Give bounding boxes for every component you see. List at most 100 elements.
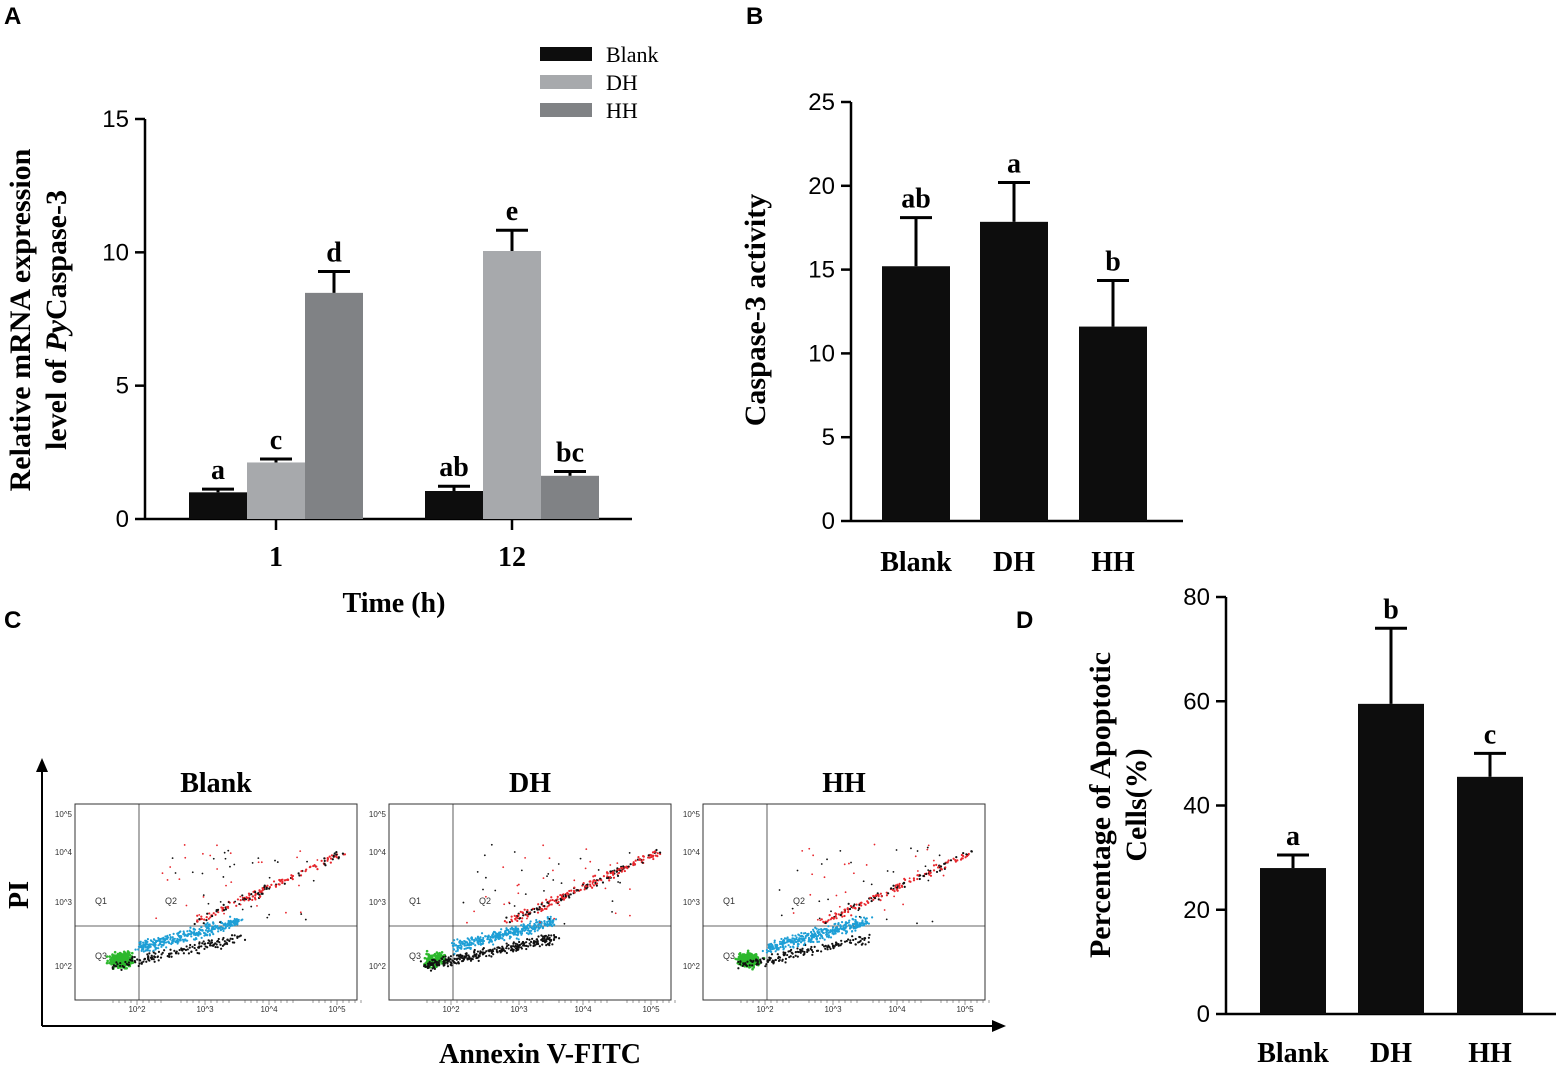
facs-plot-frame: [388, 803, 672, 1001]
facs-dot-other: [185, 945, 188, 948]
facs-dot-early-apoptotic: [816, 940, 819, 944]
facs-dot-late-apoptotic: [826, 920, 829, 923]
facs-dot-late-apoptotic: [550, 903, 553, 906]
facs-dot-other: [509, 945, 513, 948]
facs-dot-early-apoptotic: [836, 930, 839, 933]
facs-dot-other: [473, 953, 476, 956]
facs-dot-early-apoptotic: [515, 937, 518, 940]
facs-dot-other: [159, 956, 163, 959]
facs-dot-other: [509, 949, 513, 952]
facs-dot-early-apoptotic: [512, 927, 515, 930]
facs-dot-sparse: [820, 863, 823, 865]
chart-a-y-tick-label: 5: [116, 373, 129, 400]
facs-dot-other: [472, 955, 475, 958]
facs-dot-early-apoptotic: [479, 936, 482, 939]
facs-dot-early-apoptotic: [490, 940, 494, 943]
facs-dot-sparse: [207, 902, 210, 905]
facs-dot-other: [751, 964, 754, 967]
facs-dot-sparse: [513, 905, 516, 907]
facs-dot-late-apoptotic: [876, 892, 879, 895]
facs-dot-early-apoptotic: [184, 933, 187, 936]
chart-a-legend-swatch: [540, 47, 592, 61]
facs-dot-late-apoptotic: [918, 877, 921, 881]
panel-label-c: C: [4, 607, 21, 634]
facs-dot-late-apoptotic: [543, 907, 547, 910]
facs-dot-early-apoptotic: [854, 926, 857, 929]
facs-dot-early-apoptotic: [494, 937, 497, 940]
facs-dot-early-apoptotic: [535, 918, 538, 922]
facs-dot-late-apoptotic: [647, 854, 650, 857]
facs-dot-other: [449, 955, 453, 958]
facs-dot-early-apoptotic: [168, 933, 171, 937]
facs-y-tick-label: 10^3: [369, 898, 387, 907]
facs-dot-other: [492, 953, 495, 956]
chart-b-x-tick-label: HH: [1091, 547, 1135, 578]
facs-dot-sparse: [792, 912, 795, 914]
facs-dot-late-apoptotic: [236, 898, 240, 901]
facs-dot-sparse: [780, 914, 783, 917]
facs-dot-early-apoptotic: [146, 937, 150, 941]
facs-dot-other: [490, 955, 493, 958]
facs-dot-other: [447, 958, 450, 961]
facs-dot-early-apoptotic: [798, 937, 801, 940]
facs-dot-other: [807, 949, 810, 952]
facs-dot-other: [127, 963, 131, 966]
facs-dot-late-apoptotic: [217, 911, 220, 914]
facs-dot-other: [432, 964, 435, 967]
facs-dot-late-apoptotic: [652, 857, 655, 861]
facs-dot-early-apoptotic: [844, 932, 848, 935]
facs-dot-other: [215, 943, 218, 946]
facs-dot-sparse: [174, 872, 177, 874]
facs-dot-sparse: [573, 879, 576, 882]
facs-dot-other: [529, 944, 532, 947]
facs-dot-other: [495, 948, 498, 951]
facs-dot-early-apoptotic: [801, 935, 805, 938]
facs-dot-early-apoptotic: [528, 929, 531, 933]
facs-dot-other: [198, 942, 201, 945]
chart-a-dh-significance-label: c: [270, 425, 282, 456]
facs-dot-early-apoptotic: [532, 927, 535, 931]
facs-dot-other: [534, 940, 537, 943]
facs-dot-other: [505, 945, 509, 948]
facs-dot-sparse: [843, 863, 846, 866]
facs-dot-viable: [121, 960, 125, 963]
facs-dot-sparse: [564, 894, 567, 896]
facs-dot-early-apoptotic: [206, 921, 209, 925]
facs-dot-early-apoptotic: [871, 916, 874, 919]
facs-dot-late-apoptotic: [212, 912, 215, 915]
facs-dot-early-apoptotic: [780, 937, 783, 941]
facs-x-tick-label: 10^5: [956, 1005, 974, 1014]
facs-dot-early-apoptotic: [188, 929, 191, 932]
facs-dot-late-apoptotic: [827, 919, 830, 922]
facs-dot-other: [218, 941, 221, 944]
facs-dot-early-apoptotic: [543, 922, 546, 925]
facs-dot-other: [765, 963, 768, 966]
facs-dot-late-apoptotic: [245, 896, 248, 899]
facs-dot-viable: [425, 952, 428, 956]
facs-dot-early-apoptotic: [842, 928, 846, 932]
facs-dot-late-apoptotic: [606, 872, 609, 875]
facs-dot-early-apoptotic: [525, 931, 529, 935]
facs-dot-early-apoptotic: [503, 933, 506, 936]
facs-dot-viable: [122, 954, 125, 958]
facs-dot-other: [455, 954, 459, 957]
facs-dot-late-apoptotic: [955, 856, 958, 859]
facs-dot-other: [864, 937, 867, 940]
facs-dot-viable: [745, 954, 748, 957]
facs-dot-early-apoptotic: [187, 932, 190, 936]
facs-dot-late-apoptotic: [612, 876, 616, 879]
facs-x-tick-label: 10^3: [824, 1005, 842, 1014]
facs-dot-early-apoptotic: [810, 935, 813, 939]
chart-d-apoptotic-cells: Percentage of Apoptotic Cells(%) 0 20 40 60…: [1084, 584, 1556, 1068]
facs-dot-late-apoptotic: [222, 909, 226, 912]
facs-dot-late-apoptotic: [241, 894, 244, 897]
facs-dot-other: [847, 938, 850, 941]
facs-dot-late-apoptotic: [203, 918, 206, 921]
facs-dot-other: [789, 950, 792, 953]
facs-dot-late-apoptotic: [300, 869, 303, 873]
facs-dot-late-apoptotic: [843, 914, 846, 918]
facs-dot-other: [124, 960, 127, 964]
facs-dot-early-apoptotic: [530, 932, 533, 935]
facs-dot-early-apoptotic: [804, 932, 807, 935]
facs-dot-other: [435, 962, 438, 965]
